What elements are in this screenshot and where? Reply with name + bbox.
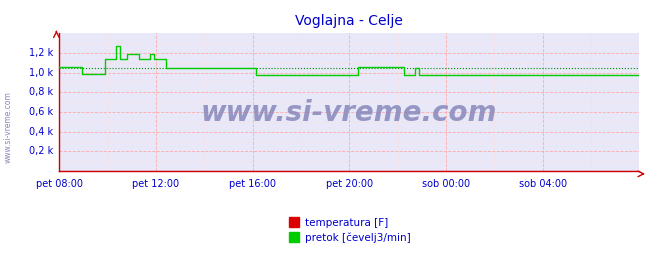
Text: www.si-vreme.com: www.si-vreme.com: [201, 99, 498, 127]
Text: 1,2 k: 1,2 k: [29, 48, 53, 58]
Text: 0,2 k: 0,2 k: [29, 146, 53, 156]
Text: sob 00:00: sob 00:00: [422, 179, 470, 189]
Text: www.si-vreme.com: www.si-vreme.com: [4, 91, 13, 163]
Text: pet 08:00: pet 08:00: [36, 179, 83, 189]
Text: pet 16:00: pet 16:00: [229, 179, 276, 189]
Text: sob 04:00: sob 04:00: [519, 179, 567, 189]
Text: pet 12:00: pet 12:00: [132, 179, 179, 189]
Legend: temperatura [F], pretok [čevelj3/min]: temperatura [F], pretok [čevelj3/min]: [287, 218, 411, 243]
Text: 0,8 k: 0,8 k: [30, 87, 53, 97]
Text: 0,4 k: 0,4 k: [30, 127, 53, 137]
Text: pet 20:00: pet 20:00: [326, 179, 373, 189]
Text: 1,0 k: 1,0 k: [30, 68, 53, 78]
Text: 0,6 k: 0,6 k: [30, 107, 53, 117]
Title: Voglajna - Celje: Voglajna - Celje: [295, 14, 403, 28]
